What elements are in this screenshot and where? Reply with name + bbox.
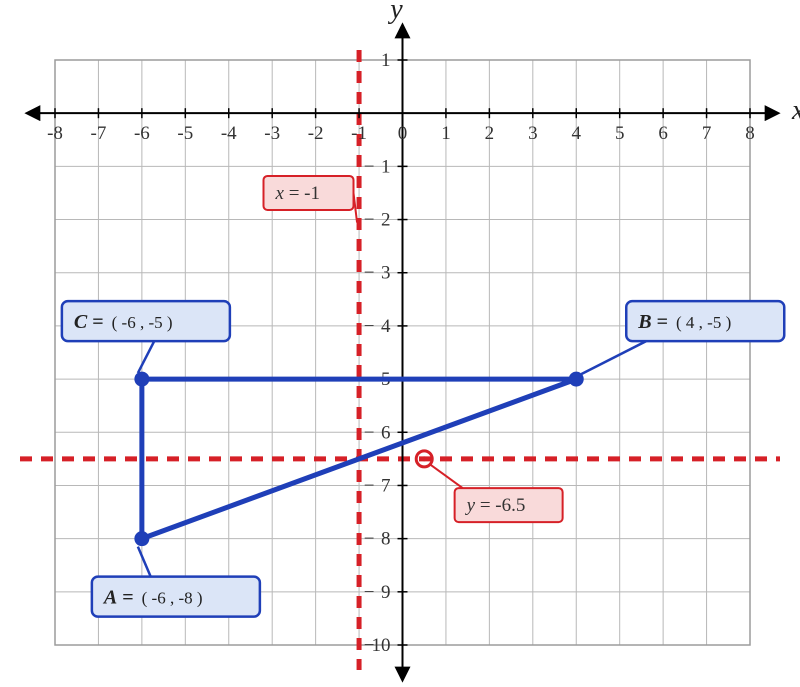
y-tick-label: 7 xyxy=(381,475,391,496)
x-tick-label: -2 xyxy=(308,123,324,144)
y-tick-neg: − xyxy=(364,156,375,177)
svg-text:y = -6.5: y = -6.5 xyxy=(465,495,526,516)
y-tick-label: 6 xyxy=(381,422,391,443)
label-x-line: x = -1 xyxy=(264,176,358,223)
x-tick-label: -1 xyxy=(351,123,367,144)
vertex-c xyxy=(135,372,149,386)
y-tick-neg: − xyxy=(364,263,375,284)
label-c: C =( -6 , -5 ) xyxy=(62,301,230,373)
label-b: B =( 4 , -5 ) xyxy=(581,301,784,374)
svg-text:A =( -6 , -8 ): A =( -6 , -8 ) xyxy=(102,587,203,609)
svg-text:C =( -6 , -5 ): C =( -6 , -5 ) xyxy=(74,311,173,333)
x-tick-label: -4 xyxy=(221,123,237,144)
x-tick-label: 0 xyxy=(398,123,408,144)
y-tick-neg: − xyxy=(364,582,375,603)
y-tick-label: 9 xyxy=(381,582,391,603)
vertex-a xyxy=(135,532,149,546)
y-tick-neg: − xyxy=(364,422,375,443)
svg-text:B =( 4 , -5 ): B =( 4 , -5 ) xyxy=(637,311,731,333)
x-tick-label: 2 xyxy=(485,123,495,144)
y-axis-label: y xyxy=(387,0,403,25)
x-tick-label: 6 xyxy=(658,123,668,144)
x-tick-label: 4 xyxy=(572,123,582,144)
ref-line-marker-dot xyxy=(422,456,427,461)
coordinate-chart: xy-8-7-6-5-4-3-2-101234567811−2−3−4−5−6−… xyxy=(0,0,800,687)
y-tick-neg: − xyxy=(364,475,375,496)
x-tick-label: 7 xyxy=(702,123,712,144)
label-y-line: y = -6.5 xyxy=(429,464,562,522)
x-tick-label: 5 xyxy=(615,123,625,144)
x-tick-label: 1 xyxy=(441,123,451,144)
x-axis-label: x xyxy=(791,95,800,126)
x-tick-label: -3 xyxy=(264,123,280,144)
x-tick-label: 3 xyxy=(528,123,538,144)
vertex-b xyxy=(569,372,583,386)
y-tick-label: 2 xyxy=(381,210,391,231)
y-tick-label: 1 xyxy=(381,156,391,177)
y-tick-label: 3 xyxy=(381,263,391,284)
x-tick-label: -7 xyxy=(91,123,107,144)
x-tick-label: -8 xyxy=(47,123,63,144)
y-tick-neg: − xyxy=(364,635,375,656)
svg-text:x = -1: x = -1 xyxy=(275,183,320,204)
y-tick-label: 4 xyxy=(381,316,391,337)
x-tick-label: 8 xyxy=(745,123,755,144)
y-tick-label: 1 xyxy=(381,50,391,71)
x-tick-label: -5 xyxy=(177,123,193,144)
y-tick-label: 8 xyxy=(381,529,391,550)
y-tick-neg: − xyxy=(364,316,375,337)
label-a: A =( -6 , -8 ) xyxy=(92,547,260,617)
y-tick-neg: − xyxy=(364,210,375,231)
y-tick-neg: − xyxy=(364,529,375,550)
x-tick-label: -6 xyxy=(134,123,150,144)
